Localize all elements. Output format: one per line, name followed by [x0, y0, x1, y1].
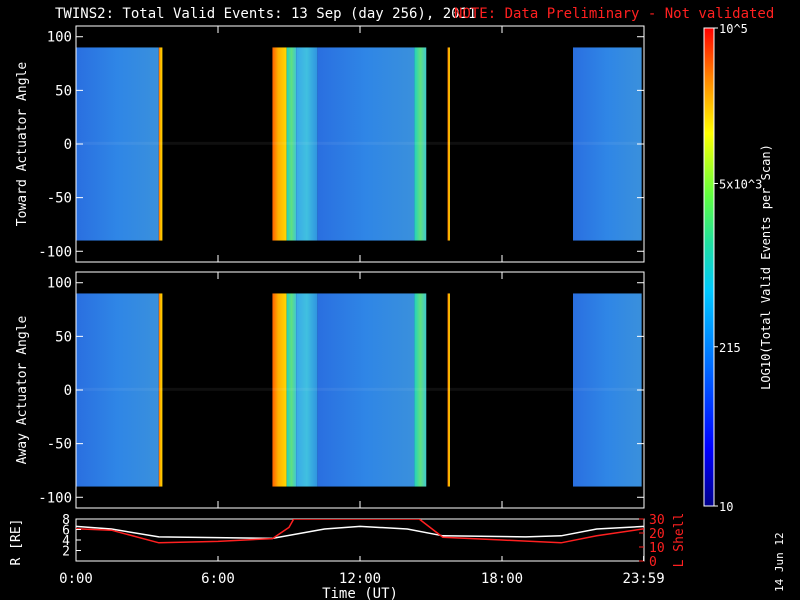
y-axis-label-toward: Toward Actuator Angle: [15, 62, 30, 227]
y-tick-label: -100: [38, 490, 72, 506]
y-tick-label: 100: [47, 276, 72, 292]
heatmap-segment: [272, 47, 287, 241]
heatmap-segment: [573, 293, 642, 487]
y-tick-label: 50: [55, 83, 72, 99]
heatmap-toward: [76, 47, 642, 241]
r-axis-label: R [RE]: [9, 519, 24, 566]
colorbar: [703, 27, 715, 507]
r-tick-label: 6: [62, 524, 70, 539]
x-tick-label: 23:59: [623, 571, 665, 587]
radius-line: [76, 525, 644, 540]
y-axis-label-away: Away Actuator Angle: [15, 315, 30, 464]
heatmap-segment: [317, 293, 415, 487]
lshell-tick-label: 10: [649, 541, 665, 556]
x-tick-label: 12:00: [339, 571, 381, 587]
lshell-tick-label: 0: [649, 555, 657, 570]
heatmap-segment: [272, 293, 287, 487]
r-tick-label: 2: [62, 545, 70, 560]
heatmap-segment: [76, 293, 159, 487]
lshell-axis-label: L Shell: [672, 513, 687, 568]
heatmap-segment: [414, 293, 427, 487]
heatmap-segment: [317, 47, 415, 241]
x-tick-label: 6:00: [201, 571, 235, 587]
heatmap-band: [76, 141, 642, 145]
heatmap-segment: [158, 47, 163, 241]
figure-title: TWINS2: Total Valid Events: 13 Sep (day …: [55, 6, 477, 22]
y-tick-label: -50: [47, 191, 72, 207]
heatmap-segment: [296, 47, 318, 241]
heatmap-segment: [573, 47, 642, 241]
l-shell-line: [76, 519, 644, 544]
heatmap-segment: [76, 47, 159, 241]
colorbar-tick-label: 215: [719, 341, 741, 355]
y-tick-label: 100: [47, 30, 72, 46]
r-tick-label: 4: [62, 534, 70, 549]
colorbar-tick-label: 10: [719, 500, 733, 514]
preliminary-note: NOTE: Data Preliminary - Not validated: [454, 6, 775, 22]
r-tick-label: 8: [62, 513, 70, 528]
x-tick-label: 18:00: [481, 571, 523, 587]
y-tick-label: 0: [64, 137, 72, 153]
heatmap-away: [76, 293, 642, 487]
colorbar-tick-label: 10^5: [719, 22, 748, 36]
heatmap-band: [76, 387, 642, 391]
x-axis-label: Time (UT): [322, 586, 398, 600]
y-tick-label: -100: [38, 244, 72, 260]
colorbar-tick-label: 5x10^3: [719, 177, 762, 191]
heatmap-segment: [158, 293, 163, 487]
date-stamp: 14 Jun 12: [773, 532, 786, 592]
ephemeris-frame: [75, 518, 645, 562]
lshell-tick-label: 30: [649, 513, 665, 528]
heatmap-segment: [414, 47, 427, 241]
colorbar-label: LOG10(Total Valid Events per Scan): [759, 144, 773, 390]
x-tick-label: 0:00: [59, 571, 93, 587]
y-tick-label: 50: [55, 329, 72, 345]
heatmap-segment: [286, 47, 297, 241]
y-tick-label: -50: [47, 437, 72, 453]
heatmap-segment: [447, 47, 450, 241]
heatmap-segment: [296, 293, 318, 487]
heatmap-segment: [447, 293, 450, 487]
y-tick-label: 0: [64, 383, 72, 399]
heatmap-segment: [286, 293, 297, 487]
lshell-tick-label: 20: [649, 527, 665, 542]
